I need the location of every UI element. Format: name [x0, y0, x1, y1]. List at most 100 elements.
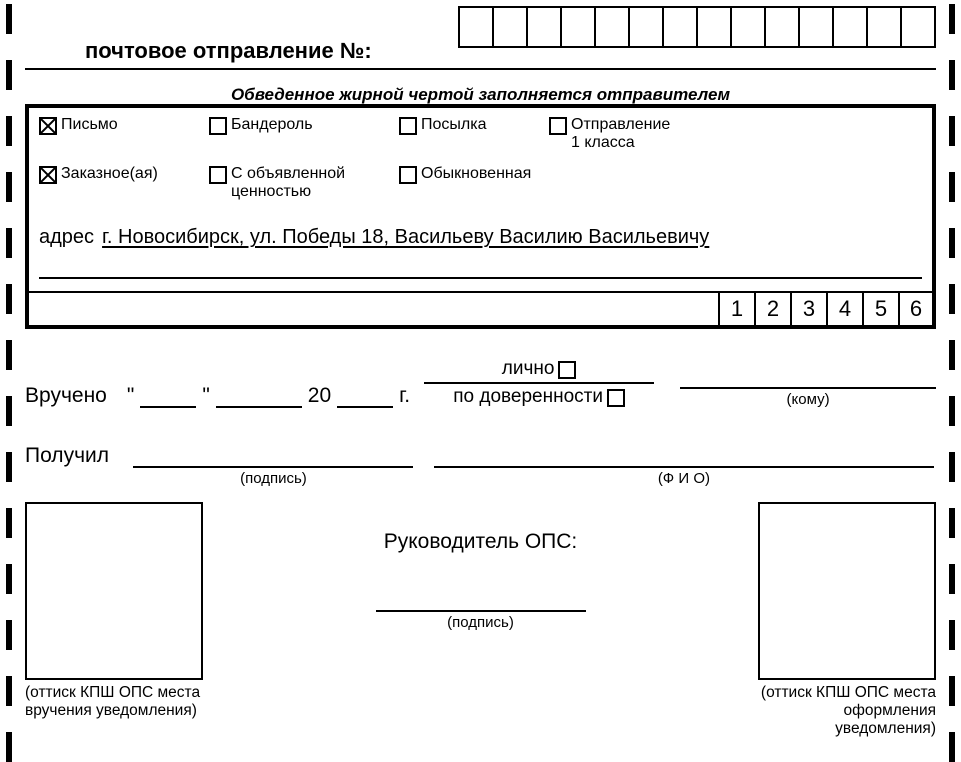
tracking-digit-cell[interactable] [662, 6, 698, 48]
stamp-right-caption-1: (оттиск КПШ ОПС места [761, 684, 936, 701]
tracking-digit-cell[interactable] [696, 6, 732, 48]
method-personal-checkbox[interactable] [558, 361, 576, 379]
tracking-digit-cell[interactable] [458, 6, 494, 48]
stamp-right [758, 502, 936, 680]
perforation-dash [949, 452, 955, 482]
mail-type-option[interactable]: С объявленной ценностью [209, 165, 399, 200]
tracking-digit-cell[interactable] [866, 6, 902, 48]
method-personal-label: лично [502, 358, 555, 380]
tracking-digit-cell[interactable] [764, 6, 800, 48]
fio-under: (Ф И О) [434, 470, 934, 487]
checkbox-icon[interactable] [39, 117, 57, 135]
perforation-dash [949, 564, 955, 594]
perforation-dash [949, 116, 955, 146]
tracking-digit-cell[interactable] [594, 6, 630, 48]
perforation-dash [6, 284, 12, 314]
delivered-label: Вручено [25, 384, 107, 408]
perforation-dash [949, 4, 955, 34]
postal-index-cell[interactable]: 4 [826, 291, 864, 329]
tracking-digit-cell[interactable] [900, 6, 936, 48]
ops-title: Руководитель ОПС: [376, 530, 586, 554]
perforation-dash [6, 676, 12, 706]
stamp-left-caption-2: вручения уведомления) [25, 702, 197, 719]
signature-line[interactable] [133, 442, 413, 468]
signature-field: (подпись) [133, 442, 413, 487]
perforation-dash [949, 172, 955, 202]
checkbox-icon[interactable] [399, 166, 417, 184]
mail-type-option[interactable]: Заказное(ая) [39, 165, 209, 184]
tracking-digit-cell[interactable] [560, 6, 596, 48]
year-prefix: 20 [308, 384, 331, 408]
year-field[interactable] [337, 384, 393, 408]
checkbox-icon[interactable] [399, 117, 417, 135]
type-checkbox-row-1: ПисьмоБандероль Посылка Отправление 1 клас… [39, 116, 922, 151]
method-proxy-row: по доверенности [424, 386, 654, 408]
stamp-left [25, 502, 203, 680]
tracking-row: почтовое отправление №: [25, 6, 936, 66]
mail-type-label: Посылка [421, 116, 486, 134]
komu-line[interactable] [680, 363, 936, 389]
delivered-row: Вручено " " 20 г. лично по доверенности … [25, 358, 936, 408]
mail-type-label: С объявленной ценностью [231, 165, 345, 200]
checkbox-icon[interactable] [549, 117, 567, 135]
postal-index-cells[interactable]: 123456 [720, 291, 936, 329]
tracking-digit-cell[interactable] [492, 6, 528, 48]
checkbox-icon[interactable] [209, 117, 227, 135]
address-text[interactable]: г. Новосибирск, ул. Победы 18, Васильеву… [102, 226, 922, 249]
address-label: адрес [39, 226, 94, 249]
tracking-digit-cell[interactable] [798, 6, 834, 48]
mail-type-option[interactable]: Отправление 1 класса [549, 116, 719, 151]
perforation-dash [6, 732, 12, 762]
stamp-right-caption-2: оформления уведомления) [835, 702, 936, 737]
method-divider [424, 382, 654, 384]
postal-index-cell[interactable]: 3 [790, 291, 828, 329]
checkbox-icon[interactable] [209, 166, 227, 184]
ops-signature-line[interactable] [376, 610, 586, 612]
tracking-digit-cell[interactable] [628, 6, 664, 48]
fio-line[interactable] [434, 442, 934, 468]
perforation-dash [949, 228, 955, 258]
method-proxy-checkbox[interactable] [607, 389, 625, 407]
year-suffix: г. [399, 384, 410, 408]
received-row: Получил (подпись) (Ф И О) [25, 442, 936, 487]
perforation-dash [949, 60, 955, 90]
address-row: адрес г. Новосибирск, ул. Победы 18, Вас… [39, 226, 922, 249]
perforation-dash [949, 620, 955, 650]
postal-index-cell[interactable]: 1 [718, 291, 756, 329]
signature-under: (подпись) [133, 470, 413, 487]
mail-type-option[interactable]: Письмо [39, 116, 209, 135]
perforation-dash [949, 396, 955, 426]
perforation-dash [949, 508, 955, 538]
checkbox-icon[interactable] [39, 166, 57, 184]
mail-type-option[interactable]: Посылка [399, 116, 549, 135]
tracking-number-grid[interactable] [458, 6, 936, 48]
tracking-digit-cell[interactable] [526, 6, 562, 48]
method-personal-row: лично [424, 358, 654, 380]
perforation-dash [6, 620, 12, 650]
perforation-dash [6, 4, 12, 34]
received-label: Получил [25, 444, 109, 468]
type-checkbox-row-2: Заказное(ая) С объявленной ценностью Обыкн… [39, 165, 922, 200]
month-field[interactable] [216, 384, 302, 408]
index-row: 123456 [25, 291, 936, 329]
mail-type-label: Заказное(ая) [61, 165, 158, 183]
day-field[interactable] [140, 384, 196, 408]
fio-field: (Ф И О) [434, 442, 934, 487]
address-line-2[interactable] [39, 277, 922, 279]
tracking-digit-cell[interactable] [730, 6, 766, 48]
mail-type-option[interactable]: Обыкновенная [399, 165, 569, 184]
postal-index-cell[interactable]: 5 [862, 291, 900, 329]
stamp-right-caption: (оттиск КПШ ОПС места оформления уведомл… [758, 684, 936, 737]
perforation-dash [949, 284, 955, 314]
stamp-left-block: (оттиск КПШ ОПС места вручения уведомлен… [25, 502, 203, 720]
bottom-row: (оттиск КПШ ОПС места вручения уведомлен… [25, 502, 936, 737]
mail-type-option[interactable]: Бандероль [209, 116, 399, 135]
komu-field: (кому) [680, 363, 936, 408]
stamp-left-caption-1: (оттиск КПШ ОПС места [25, 684, 200, 701]
stamp-left-caption: (оттиск КПШ ОПС места вручения уведомлен… [25, 684, 203, 720]
postal-index-cell[interactable]: 2 [754, 291, 792, 329]
ops-block: Руководитель ОПС: (подпись) [376, 530, 586, 631]
postal-index-cell[interactable]: 6 [898, 291, 936, 329]
method-proxy-label: по доверенности [453, 386, 603, 408]
tracking-digit-cell[interactable] [832, 6, 868, 48]
